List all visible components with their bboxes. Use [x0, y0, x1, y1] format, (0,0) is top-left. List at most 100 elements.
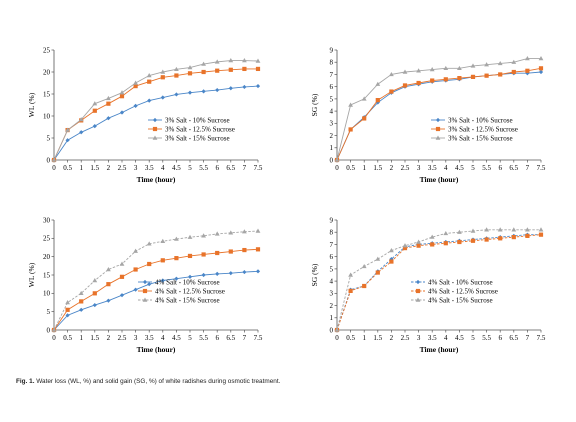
data-point: [348, 272, 353, 277]
data-point: [525, 233, 530, 238]
legend-label: 3% Salt - 12.5% Sucrose: [448, 125, 518, 133]
data-point: [511, 69, 516, 75]
y-tick-label: 8: [330, 229, 334, 237]
legend-marker: [435, 126, 441, 132]
data-point: [174, 236, 179, 241]
data-point: [443, 65, 449, 71]
data-point: [389, 248, 394, 253]
x-tick-label: 7.5: [537, 334, 546, 342]
data-point: [375, 81, 381, 86]
data-point: [201, 89, 206, 94]
data-point: [106, 116, 111, 121]
data-point: [242, 247, 247, 253]
y-tick-label: 2: [330, 132, 334, 140]
data-point: [65, 307, 70, 312]
x-tick-label: 1.5: [373, 334, 382, 342]
data-point: [525, 56, 530, 61]
x-tick-label: 2: [390, 164, 394, 172]
data-point: [402, 246, 408, 251]
data-point: [430, 242, 435, 247]
series-3: [51, 228, 261, 332]
data-point: [538, 56, 544, 61]
data-point: [133, 103, 138, 108]
data-point: [443, 241, 448, 246]
x-axis-label: Time (hour): [420, 175, 459, 184]
data-point: [160, 278, 165, 283]
legend-marker: [142, 279, 148, 285]
y-tick-label: 5: [47, 134, 51, 142]
x-tick-label: 4.5: [455, 164, 464, 172]
data-point: [375, 98, 380, 103]
data-point: [402, 243, 408, 248]
data-point: [334, 327, 340, 332]
x-axis-label: Time (hour): [137, 175, 176, 184]
data-point: [133, 287, 138, 292]
data-point: [525, 227, 530, 232]
x-tick-label: 2: [390, 334, 394, 342]
legend-label: 3% Salt - 12.5% Sucrose: [165, 125, 235, 133]
x-tick-label: 1: [79, 334, 83, 342]
y-tick-label: 5: [47, 308, 51, 316]
y-tick-label: 4: [330, 278, 334, 286]
data-point: [65, 138, 70, 143]
legend-label: 3% Salt - 15% Sucrose: [448, 134, 513, 142]
data-point: [498, 236, 503, 241]
series-line: [336, 67, 542, 161]
series-line: [53, 85, 259, 161]
y-tick-label: 5: [330, 95, 334, 103]
data-point: [498, 72, 503, 77]
data-point: [160, 69, 166, 74]
legend-label: 3% Salt - 15% Sucrose: [165, 134, 230, 142]
data-point: [119, 293, 125, 298]
data-point: [201, 61, 206, 66]
y-axis-label: SG (%): [310, 263, 319, 286]
data-point: [389, 89, 394, 94]
legend-marker: [152, 117, 158, 123]
x-tick-label: 5: [188, 164, 192, 172]
data-point: [242, 58, 247, 63]
data-point: [147, 98, 152, 103]
data-point: [187, 253, 193, 259]
data-point: [470, 238, 476, 243]
data-point: [106, 298, 111, 303]
data-point: [215, 250, 220, 256]
legend-label: 3% Salt - 10% Sucrose: [448, 116, 513, 124]
y-tick-label: 30: [43, 216, 51, 224]
data-point: [174, 66, 179, 72]
data-point: [160, 75, 165, 80]
x-tick-label: 7.5: [254, 164, 263, 172]
data-point: [470, 63, 476, 68]
data-point: [92, 124, 97, 129]
data-point: [348, 288, 353, 293]
x-tick-label: 4.5: [455, 334, 464, 342]
x-tick-label: 2.5: [118, 334, 127, 342]
series-3: [334, 227, 544, 332]
data-point: [511, 227, 517, 232]
y-tick-label: 0: [47, 326, 51, 334]
data-point: [255, 58, 261, 63]
x-tick-label: 1.5: [373, 164, 382, 172]
data-point: [228, 271, 233, 276]
data-point: [484, 237, 489, 242]
data-point: [443, 77, 448, 82]
x-tick-label: 3: [134, 164, 138, 172]
x-tick-label: 4: [444, 164, 448, 172]
series-line: [53, 270, 259, 331]
data-point: [215, 271, 220, 276]
data-point: [538, 66, 544, 71]
data-point: [187, 71, 193, 76]
data-point: [92, 278, 98, 283]
x-tick-label: 3: [417, 164, 421, 172]
x-tick-label: 3.5: [145, 334, 154, 342]
x-tick-label: 0.5: [63, 164, 72, 172]
x-tick-label: 3: [134, 334, 138, 342]
x-axis-label: Time (hour): [137, 345, 176, 354]
legend-marker: [415, 279, 421, 285]
data-point: [228, 58, 234, 63]
data-point: [92, 291, 97, 296]
x-tick-label: 6: [215, 164, 219, 172]
data-point: [146, 241, 152, 246]
x-tick-label: 4: [444, 334, 448, 342]
